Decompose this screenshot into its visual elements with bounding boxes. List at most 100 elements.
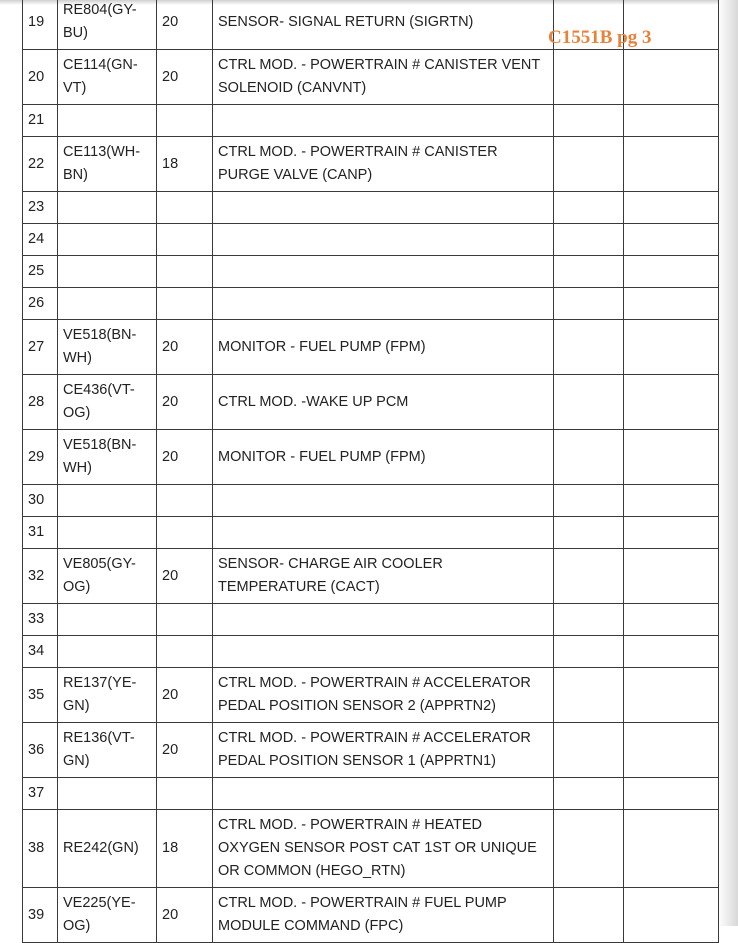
blank-cell <box>623 319 719 375</box>
gauge-cell: 20 <box>156 548 213 604</box>
function-cell: CTRL MOD. - POWERTRAIN # CANISTER PURGE … <box>212 136 554 192</box>
table-row: 37 <box>22 777 719 810</box>
table-row: 32 VE805(GY-OG) 20 SENSOR- CHARGE AIR COOLE… <box>22 548 719 604</box>
table-row: 22 CE113(WH-BN) 18 CTRL MOD. - POWERTRAIN #… <box>22 136 719 192</box>
circuit-cell <box>57 104 157 137</box>
function-cell <box>212 516 554 549</box>
circuit-cell <box>57 635 157 668</box>
gauge-cell: 20 <box>156 667 213 723</box>
gauge-cell: 20 <box>156 0 213 50</box>
gauge-cell <box>156 287 213 320</box>
gauge-cell: 20 <box>156 49 213 105</box>
blank-cell <box>553 49 624 105</box>
table-row: 35 RE137(YE-GN) 20 CTRL MOD. - POWERTRAIN #… <box>22 667 719 723</box>
function-cell: SENSOR- SIGNAL RETURN (SIGRTN) <box>212 0 554 50</box>
circuit-cell: VE518(BN-WH) <box>57 319 157 375</box>
table-row: 27 VE518(BN-WH) 20 MONITOR - FUEL PUMP (FPM… <box>22 319 719 375</box>
circuit-cell: RE137(YE-GN) <box>57 667 157 723</box>
function-cell: CTRL MOD. -WAKE UP PCM <box>212 374 554 430</box>
blank-cell <box>553 635 624 668</box>
pin-cell: 19 <box>22 0 58 50</box>
annotation: C1551B pg 3 <box>548 27 652 48</box>
pin-cell: 23 <box>22 191 58 224</box>
blank-cell <box>553 777 624 810</box>
gauge-cell <box>156 223 213 256</box>
function-cell <box>212 635 554 668</box>
gauge-cell <box>156 603 213 636</box>
gauge-cell <box>156 104 213 137</box>
gauge-cell: 20 <box>156 887 213 943</box>
blank-cell <box>623 887 719 943</box>
pin-table: 19 RE804(GY-BU) 20 SENSOR- SIGNAL RETURN (S… <box>22 0 719 943</box>
table-row: 33 <box>22 603 719 636</box>
gauge-cell: 20 <box>156 374 213 430</box>
table-row: 21 <box>22 104 719 137</box>
table-row: 31 <box>22 516 719 549</box>
blank-cell <box>553 887 624 943</box>
circuit-cell: RE136(VT-GN) <box>57 722 157 778</box>
blank-cell <box>623 191 719 224</box>
blank-cell <box>553 374 624 430</box>
blank-cell <box>553 136 624 192</box>
function-cell <box>212 484 554 517</box>
blank-cell <box>623 722 719 778</box>
blank-cell <box>553 548 624 604</box>
circuit-cell: VE518(BN-WH) <box>57 429 157 485</box>
pin-cell: 30 <box>22 484 58 517</box>
blank-cell <box>553 287 624 320</box>
function-cell: CTRL MOD. - POWERTRAIN # ACCELERATOR PED… <box>212 722 554 778</box>
circuit-cell <box>57 777 157 810</box>
blank-cell <box>623 104 719 137</box>
circuit-cell <box>57 255 157 288</box>
circuit-cell: CE113(WH-BN) <box>57 136 157 192</box>
pin-cell: 31 <box>22 516 58 549</box>
blank-cell <box>553 104 624 137</box>
pin-cell: 24 <box>22 223 58 256</box>
pin-cell: 25 <box>22 255 58 288</box>
gauge-cell: 18 <box>156 136 213 192</box>
table-row: 26 <box>22 287 719 320</box>
blank-cell <box>623 603 719 636</box>
right-shadow <box>718 0 738 926</box>
gauge-cell <box>156 777 213 810</box>
circuit-cell <box>57 191 157 224</box>
function-cell <box>212 777 554 810</box>
gauge-cell <box>156 516 213 549</box>
circuit-cell <box>57 603 157 636</box>
blank-cell <box>553 667 624 723</box>
function-cell: CTRL MOD. - POWERTRAIN # CANISTER VENT S… <box>212 49 554 105</box>
gauge-cell: 20 <box>156 722 213 778</box>
pin-cell: 29 <box>22 429 58 485</box>
circuit-cell: RE242(GN) <box>57 809 157 888</box>
table-row: 30 <box>22 484 719 517</box>
pin-cell: 36 <box>22 722 58 778</box>
blank-cell <box>623 777 719 810</box>
circuit-cell: CE114(GN-VT) <box>57 49 157 105</box>
blank-cell <box>623 429 719 485</box>
circuit-cell <box>57 287 157 320</box>
blank-cell <box>553 319 624 375</box>
table-row: 24 <box>22 223 719 256</box>
blank-cell <box>623 667 719 723</box>
table-row: 29 VE518(BN-WH) 20 MONITOR - FUEL PUMP (FPM… <box>22 429 719 485</box>
table-row: 34 <box>22 635 719 668</box>
blank-cell <box>623 635 719 668</box>
gauge-cell: 18 <box>156 809 213 888</box>
table-row: 39 VE225(YE-OG) 20 CTRL MOD. - POWERTRAIN #… <box>22 887 719 943</box>
blank-cell <box>553 484 624 517</box>
function-cell: CTRL MOD. - POWERTRAIN # FUEL PUMP MODUL… <box>212 887 554 943</box>
blank-cell <box>623 484 719 517</box>
function-cell <box>212 603 554 636</box>
function-cell <box>212 104 554 137</box>
circuit-cell <box>57 484 157 517</box>
function-cell <box>212 255 554 288</box>
blank-cell <box>553 223 624 256</box>
gauge-cell <box>156 191 213 224</box>
gauge-cell <box>156 484 213 517</box>
blank-cell <box>553 516 624 549</box>
table-row: 38 RE242(GN) 18 CTRL MOD. - POWERTRAIN # HE… <box>22 809 719 888</box>
pin-cell: 37 <box>22 777 58 810</box>
blank-cell <box>553 429 624 485</box>
function-cell <box>212 191 554 224</box>
pin-cell: 32 <box>22 548 58 604</box>
